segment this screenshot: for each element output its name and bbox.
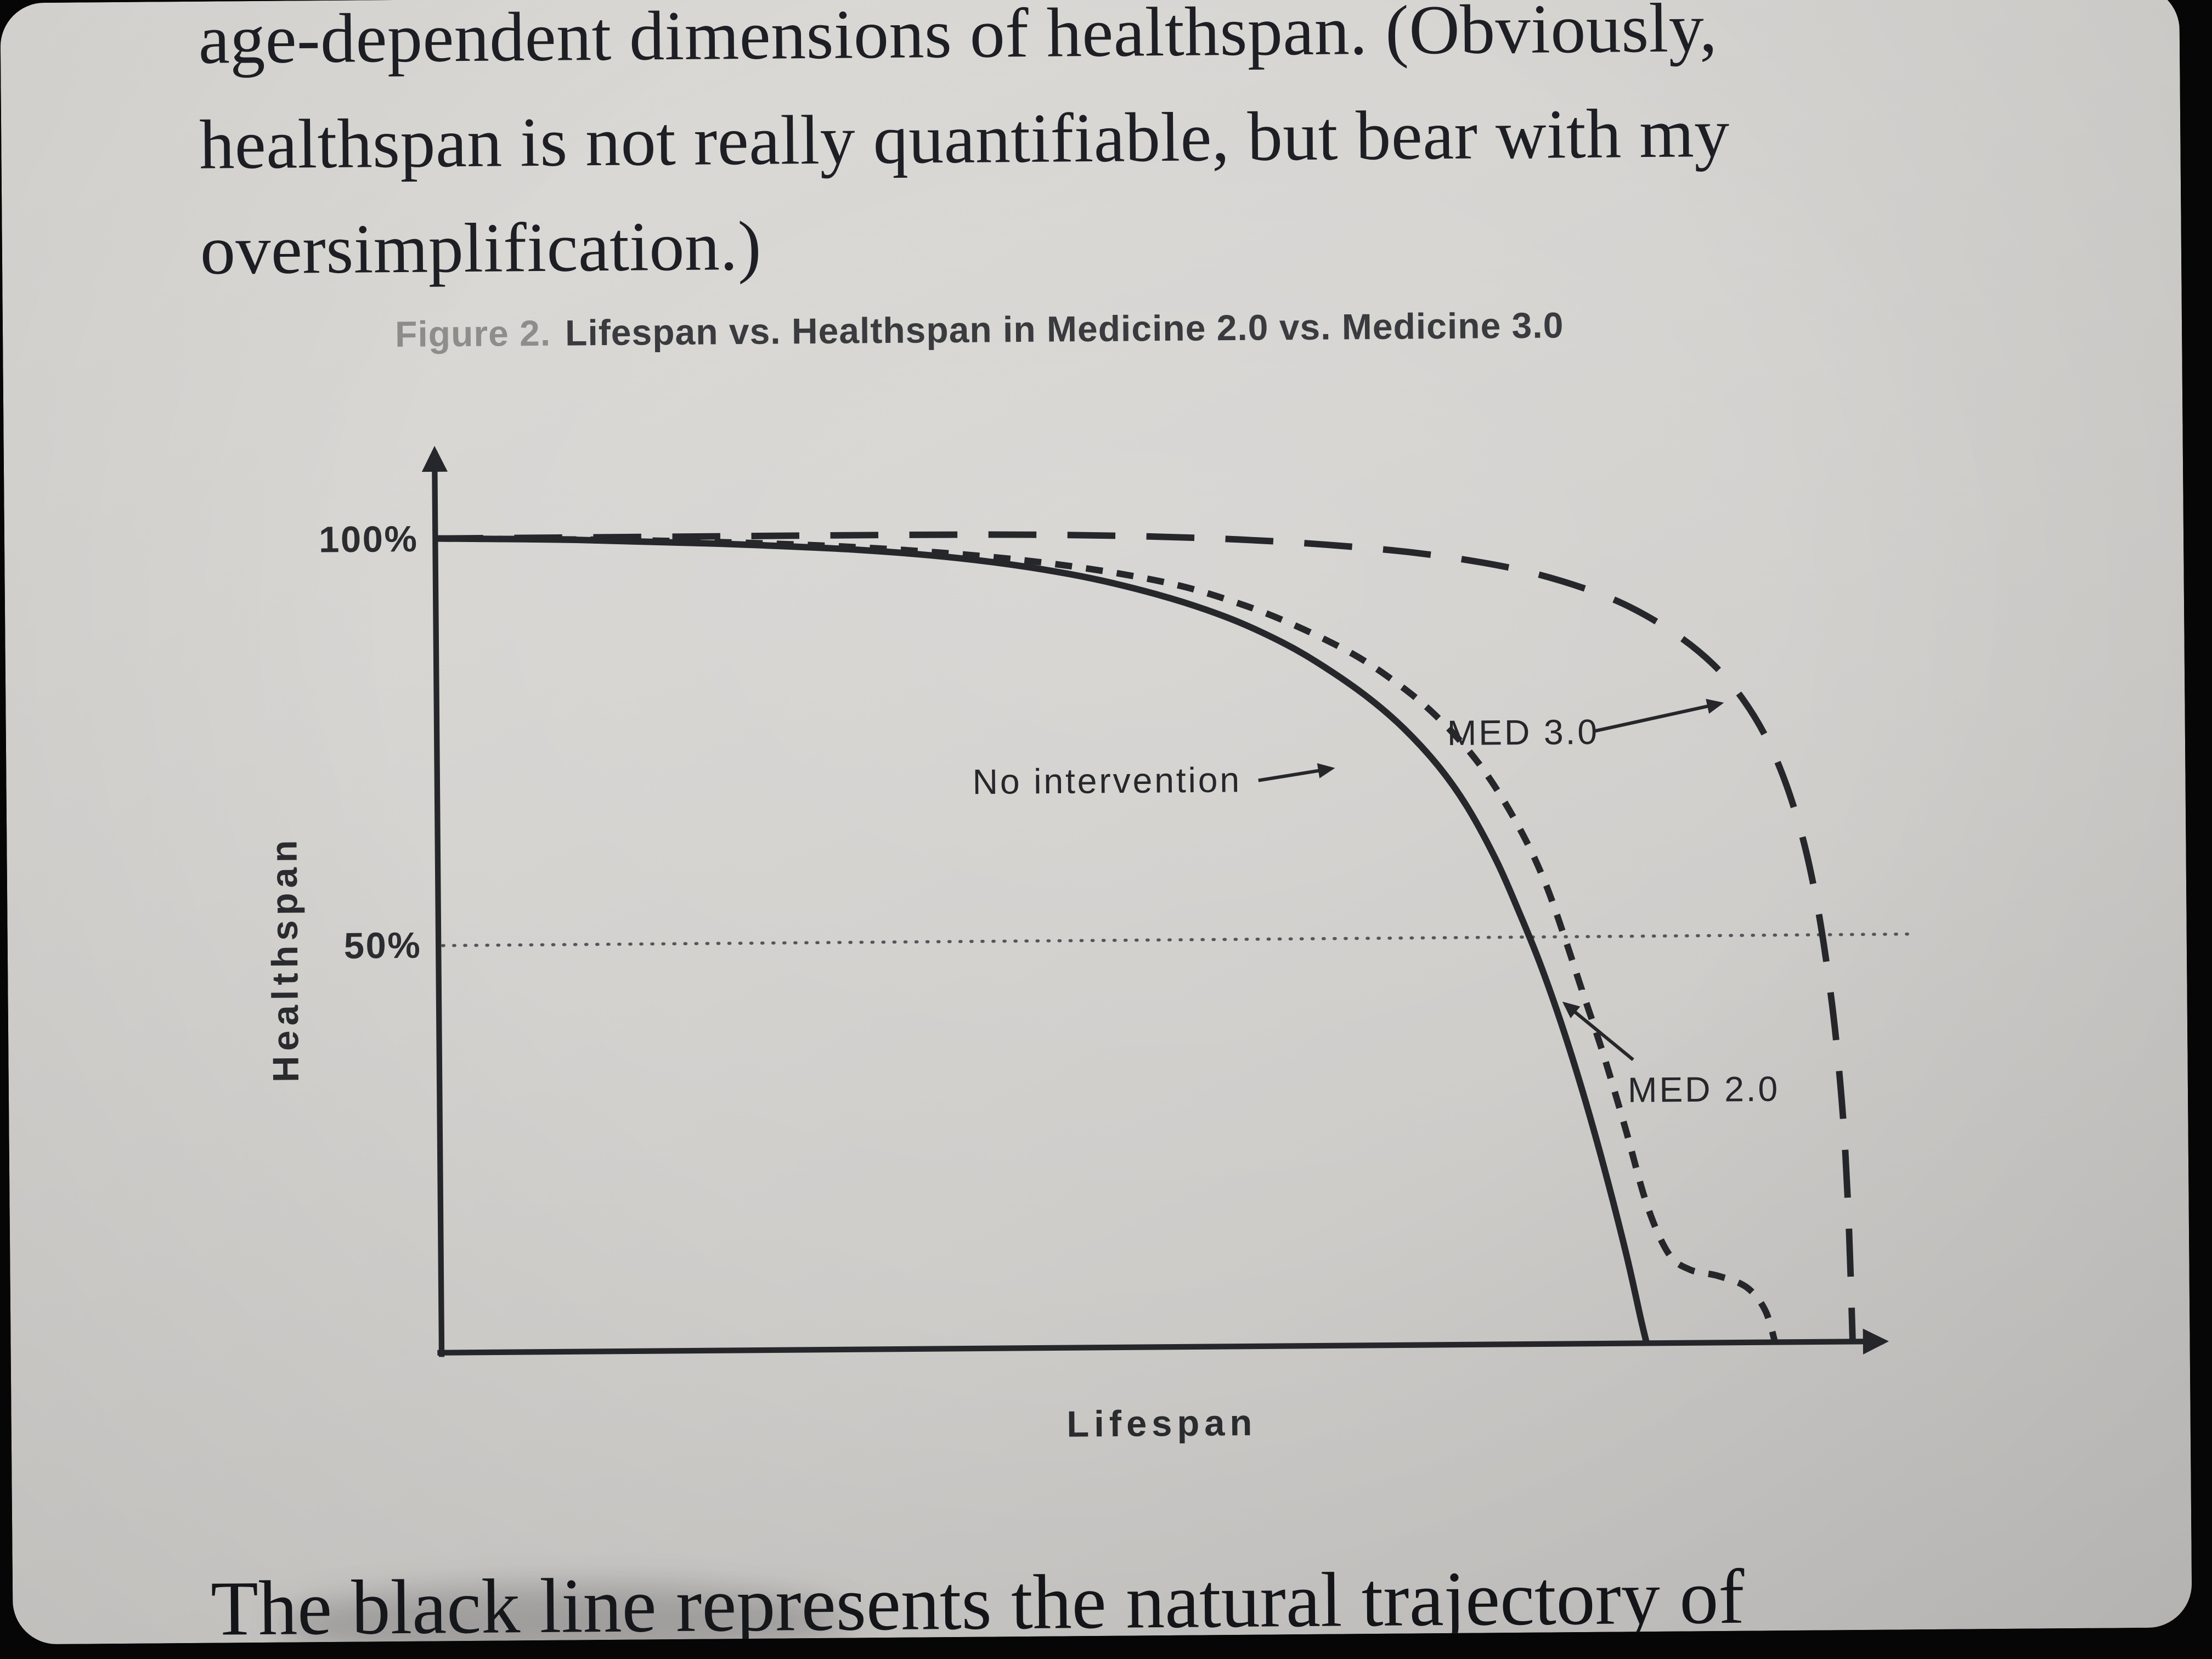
series-line-no-intervention — [435, 535, 1650, 1344]
y-tick-100: 100% — [319, 518, 419, 560]
series-line-med-3-0 — [435, 531, 1856, 1342]
lifespan-healthspan-chart: 100% 50% Healthspan Lifespan No interven… — [263, 445, 1910, 1445]
annotation-no-intervention: No intervention — [972, 760, 1242, 802]
body-text-line-3: oversimplification.) — [200, 206, 762, 289]
figure-caption-label: Figure 2. — [394, 312, 551, 355]
y-tick-50: 50% — [343, 925, 421, 967]
x-axis — [437, 1328, 1889, 1356]
body-text-line-1: age-dependent dimensions of healthspan. … — [198, 0, 1718, 78]
annotation-arrow-no-intervention — [1258, 763, 1335, 782]
figure-caption: Figure 2. Lifespan vs. Healthspan in Medi… — [395, 304, 1564, 355]
annotation-arrow-med2 — [1562, 1001, 1634, 1061]
fifty-percent-dotted-line — [441, 932, 1910, 947]
figure-caption-title: Lifespan vs. Healthspan in Medicine 2.0 … — [565, 304, 1564, 353]
body-paragraph-top: age-dependent dimensions of healthspan. … — [198, 0, 1731, 303]
series-layer — [435, 531, 1856, 1344]
reference-layer — [441, 932, 1910, 947]
y-axis — [421, 445, 448, 1357]
annotation-arrow-med3 — [1593, 698, 1724, 733]
annotation-med3: MED 3.0 — [1447, 712, 1600, 753]
y-axis-label: Healthspan — [263, 835, 307, 1082]
body-text-line-2: healthspan is not really quantifiable, b… — [199, 93, 1730, 184]
x-axis-label: Lifespan — [1066, 1402, 1257, 1445]
annotation-med2: MED 2.0 — [1628, 1069, 1780, 1110]
body-paragraph-bottom: The black line represents the natural tr… — [210, 1553, 1745, 1645]
